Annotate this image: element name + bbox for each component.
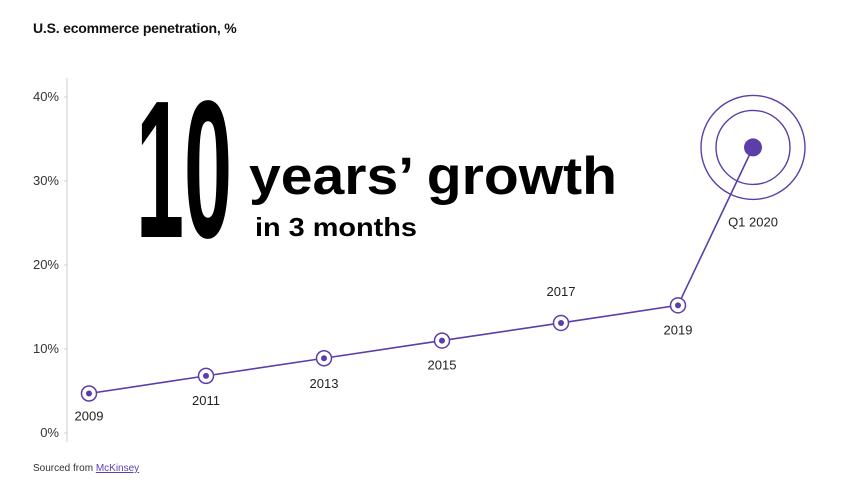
y-tick-label: 30%	[33, 173, 59, 188]
data-point	[558, 319, 564, 326]
y-ticks: 0% 10% 20% 30% 40%	[33, 89, 67, 440]
y-tick-label: 10%	[33, 341, 59, 356]
y-tick-label: 20%	[33, 257, 59, 272]
chart-title: U.S. ecommerce penetration, %	[33, 20, 237, 36]
point-label: 2013	[310, 376, 339, 391]
point-label: 2019	[664, 322, 693, 337]
headline-line2: in 3 months	[255, 212, 417, 242]
data-point	[321, 355, 327, 362]
data-point	[203, 372, 209, 379]
point-label: 2011	[192, 393, 220, 408]
highlight-ring-outer	[700, 94, 806, 201]
data-point	[86, 390, 92, 397]
headline-line1: years’ growth	[249, 147, 617, 206]
source-prefix: Sourced from	[33, 463, 96, 474]
headline-number: 10	[136, 60, 232, 279]
source-link[interactable]: McKinsey	[95, 463, 140, 474]
data-point	[439, 337, 445, 344]
point-label: 2017	[547, 284, 576, 299]
y-tick-label: 0%	[40, 425, 59, 440]
data-point	[675, 302, 681, 309]
point-label: 2015	[428, 358, 457, 373]
point-label: 2009	[75, 409, 104, 424]
data-point-highlight	[744, 138, 762, 157]
highlight-ring-inner	[715, 109, 791, 186]
point-labels: 2009 2011 2013 2015 2017 2019 Q1 2020	[75, 214, 778, 423]
y-tick-label: 40%	[33, 89, 59, 104]
point-label: Q1 2020	[728, 214, 778, 229]
source-note: Sourced from McKinsey	[33, 463, 139, 474]
series	[80, 94, 806, 402]
